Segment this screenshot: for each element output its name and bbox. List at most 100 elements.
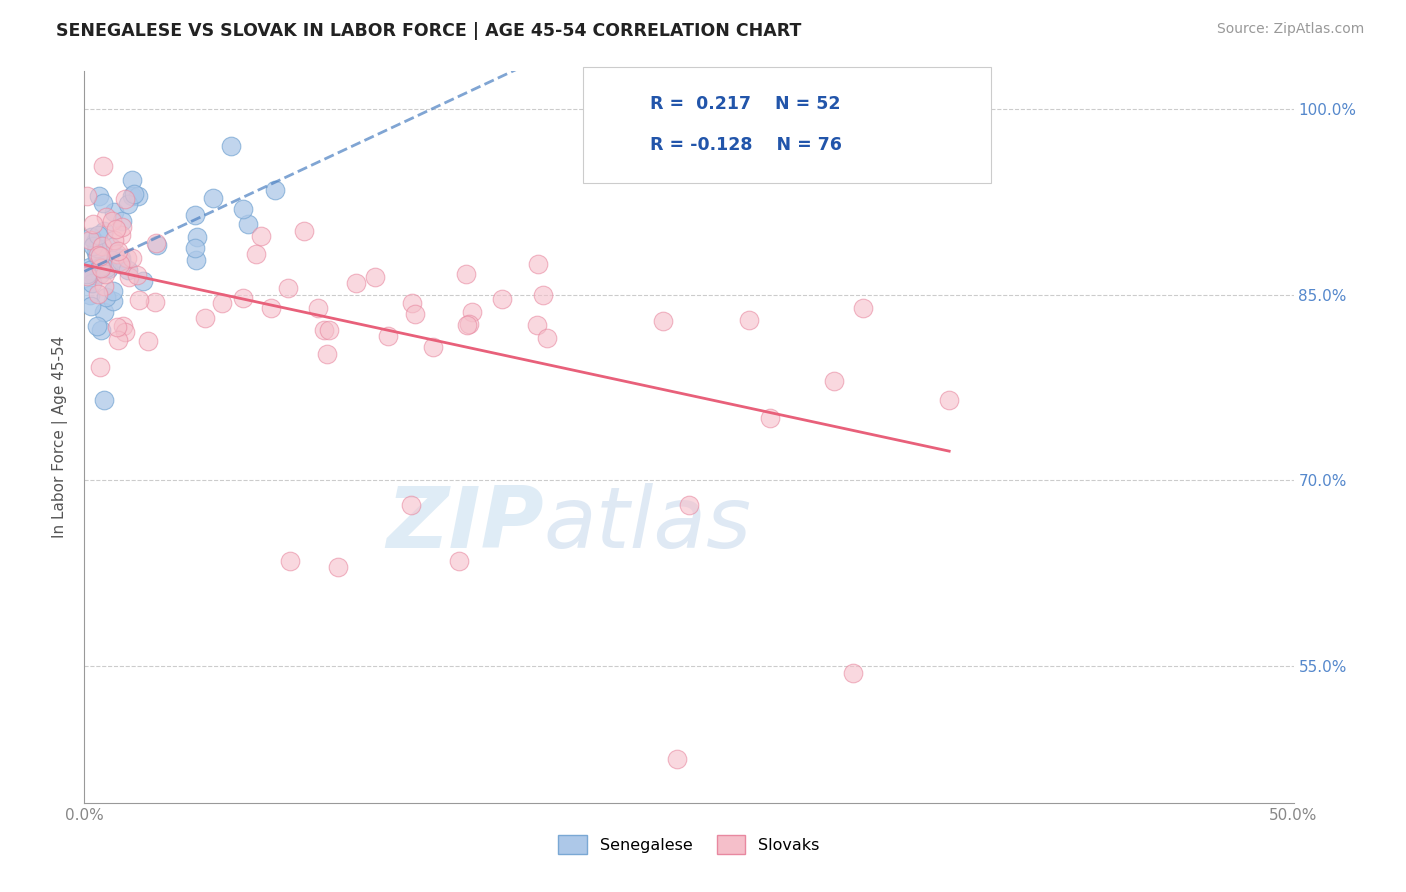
Point bbox=[737, 312, 759, 326]
Point bbox=[307, 301, 329, 315]
Point bbox=[759, 411, 782, 425]
Point bbox=[121, 188, 143, 202]
Point bbox=[121, 173, 143, 187]
Legend: Senegalese, Slovaks: Senegalese, Slovaks bbox=[553, 829, 825, 861]
Point bbox=[103, 233, 125, 247]
Point bbox=[110, 257, 132, 271]
Point bbox=[651, 314, 673, 328]
Text: R = -0.128    N = 76: R = -0.128 N = 76 bbox=[650, 136, 841, 153]
Point bbox=[118, 270, 141, 285]
Point bbox=[82, 218, 104, 232]
Point bbox=[100, 240, 122, 254]
Point bbox=[456, 267, 478, 281]
Point bbox=[456, 318, 478, 333]
Point bbox=[186, 252, 208, 267]
Point bbox=[76, 267, 98, 281]
Point bbox=[90, 261, 112, 276]
Point bbox=[458, 318, 481, 332]
Point bbox=[842, 665, 865, 680]
Point bbox=[89, 267, 111, 281]
Point bbox=[136, 334, 159, 348]
Point bbox=[184, 241, 207, 255]
Point bbox=[121, 251, 143, 265]
Point bbox=[94, 290, 117, 304]
Point bbox=[232, 291, 254, 305]
Point bbox=[111, 220, 134, 235]
Point bbox=[87, 228, 110, 243]
Point bbox=[89, 360, 111, 375]
Point bbox=[86, 319, 108, 334]
Point bbox=[461, 305, 484, 319]
Point bbox=[101, 293, 124, 308]
Point bbox=[89, 260, 111, 274]
Point bbox=[143, 294, 166, 309]
Point bbox=[328, 560, 350, 574]
Point bbox=[422, 340, 444, 354]
Point bbox=[107, 244, 129, 259]
Point bbox=[245, 246, 267, 260]
Point bbox=[83, 235, 105, 250]
Point bbox=[404, 307, 426, 321]
Point bbox=[79, 260, 101, 274]
Point bbox=[852, 301, 875, 316]
Point bbox=[79, 288, 101, 302]
Point bbox=[82, 277, 104, 291]
Text: R =  0.217    N = 52: R = 0.217 N = 52 bbox=[650, 95, 839, 112]
Text: SENEGALESE VS SLOVAK IN LABOR FORCE | AGE 45-54 CORRELATION CHART: SENEGALESE VS SLOVAK IN LABOR FORCE | AG… bbox=[56, 22, 801, 40]
Point bbox=[127, 189, 149, 203]
Point bbox=[82, 268, 104, 282]
Point bbox=[76, 268, 98, 283]
Point bbox=[117, 263, 139, 277]
Text: atlas: atlas bbox=[544, 483, 752, 566]
Point bbox=[79, 233, 101, 247]
Point bbox=[96, 261, 118, 276]
Text: ZIP: ZIP bbox=[387, 483, 544, 566]
Point bbox=[91, 238, 114, 252]
Point bbox=[115, 251, 138, 265]
Point bbox=[93, 279, 115, 293]
Point bbox=[318, 323, 340, 337]
Point bbox=[87, 287, 110, 301]
Point bbox=[526, 318, 548, 332]
Point bbox=[82, 239, 104, 253]
Point bbox=[491, 292, 513, 306]
Point bbox=[79, 263, 101, 277]
Point bbox=[89, 189, 111, 203]
Point bbox=[211, 295, 233, 310]
Point bbox=[232, 202, 254, 216]
Point bbox=[263, 183, 285, 197]
Point bbox=[250, 229, 273, 244]
Point bbox=[114, 192, 136, 206]
Point bbox=[97, 261, 120, 276]
Point bbox=[399, 498, 422, 512]
Point bbox=[101, 284, 124, 298]
Point bbox=[93, 305, 115, 319]
Point bbox=[219, 138, 242, 153]
Point bbox=[527, 257, 550, 271]
Point bbox=[114, 325, 136, 339]
Point bbox=[110, 251, 132, 265]
Point bbox=[90, 323, 112, 337]
Point bbox=[316, 347, 339, 361]
Point bbox=[93, 224, 115, 238]
Point bbox=[111, 319, 134, 334]
Point bbox=[100, 214, 122, 228]
Point bbox=[146, 238, 169, 252]
Point bbox=[132, 274, 155, 288]
Point bbox=[364, 269, 387, 284]
Point bbox=[86, 249, 108, 263]
Point bbox=[401, 296, 423, 310]
Point bbox=[80, 299, 103, 313]
Point bbox=[93, 392, 115, 407]
Point bbox=[93, 247, 115, 261]
Point bbox=[377, 329, 399, 343]
Point bbox=[201, 191, 224, 205]
Point bbox=[86, 241, 108, 255]
Point bbox=[260, 301, 283, 315]
Point bbox=[104, 222, 127, 236]
Point bbox=[277, 281, 299, 295]
Point bbox=[194, 310, 217, 325]
Point bbox=[107, 333, 129, 347]
Point bbox=[84, 244, 107, 259]
Point bbox=[96, 210, 118, 224]
